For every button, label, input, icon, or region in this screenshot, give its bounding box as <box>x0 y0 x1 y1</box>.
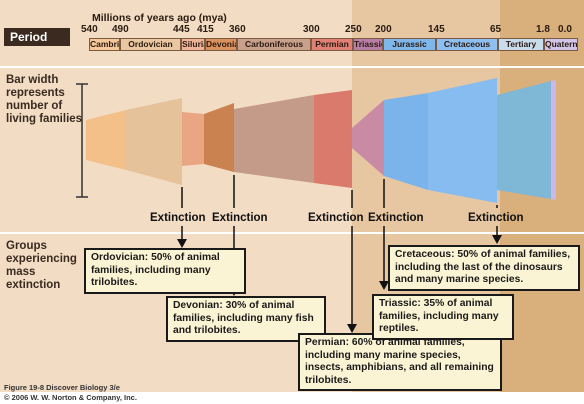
tick-label: 1.8 <box>536 24 550 35</box>
tick-label: 65 <box>490 24 502 35</box>
diversity-bar-cambrian <box>86 110 126 170</box>
groups-label: Groups experiencing mass extinction <box>6 240 77 291</box>
tick-label: 145 <box>428 24 445 35</box>
extinction-box-permian: Permian: 60% of animal families, includi… <box>298 333 502 391</box>
row-divider-top <box>0 66 584 68</box>
tick-label: 300 <box>303 24 320 35</box>
extinction-label-cretaceous: Extinction <box>468 212 524 224</box>
row-divider-bottom <box>0 232 584 234</box>
tick-label: 200 <box>375 24 392 35</box>
diversity-bar-devonian <box>204 103 234 172</box>
period-segment-cambrian: Cambrian <box>89 38 120 51</box>
tick-label: 250 <box>345 24 362 35</box>
tick-label: 540 <box>81 24 98 35</box>
arrowhead-cretaceous <box>492 235 502 244</box>
diversity-bar-triassic <box>352 100 384 176</box>
tick-label: 490 <box>112 24 129 35</box>
extinction-label-permian: Extinction <box>308 212 364 224</box>
tick-label: 0.0 <box>558 24 572 35</box>
diversity-bar-permian <box>314 90 352 188</box>
figure-caption: Figure 19-8 Discover Biology 3/e <box>4 383 120 392</box>
arrowhead-ordovician <box>177 239 187 248</box>
diversity-bar-quaternary <box>551 80 556 200</box>
tick-label: 445 <box>173 24 190 35</box>
period-segment-ordovician: Ordovician <box>120 38 181 51</box>
period-segment-permian: Permian <box>311 38 353 51</box>
tick-label: 360 <box>229 24 246 35</box>
extinction-label-devonian: Extinction <box>212 212 268 224</box>
extinction-label-triassic: Extinction <box>368 212 424 224</box>
period-label: Period <box>4 28 70 46</box>
diversity-bar-tertiary <box>497 81 551 199</box>
mya-axis-label: Millions of years ago (mya) <box>92 12 227 24</box>
extinction-box-triassic: Triassic: 35% of animal families, includ… <box>372 294 514 340</box>
period-segment-jurassic: Jurassic <box>383 38 436 51</box>
tick-label: 415 <box>197 24 214 35</box>
diversity-bar-ordovician <box>126 98 182 185</box>
period-segment-cretaceous: Cretaceous <box>436 38 498 51</box>
diversity-bar-silurian <box>182 112 204 166</box>
extinction-box-cretaceous: Cretaceous: 50% of animal families, incl… <box>388 245 580 291</box>
period-segment-tertiary: Tertiary <box>498 38 544 51</box>
bar-width-label: Bar width represents number of living fa… <box>6 74 83 125</box>
extinction-label-ordovician: Extinction <box>150 212 206 224</box>
arrowhead-permian <box>347 324 357 333</box>
period-segment-silurian: Silurian <box>181 38 205 51</box>
period-segment-quaternary: Quaternary <box>544 38 578 51</box>
diversity-bar-cretaceous <box>428 78 497 203</box>
copyright-caption: © 2006 W. W. Norton & Company, Inc. <box>4 393 137 402</box>
period-segment-triassic: Triassic <box>353 38 383 51</box>
diversity-bar-carboniferous <box>234 95 314 183</box>
period-segment-carboniferous: Carboniferous <box>237 38 311 51</box>
arrowhead-triassic <box>379 281 389 290</box>
extinction-box-ordovician: Ordovician: 50% of animal families, incl… <box>84 248 246 294</box>
period-segment-devonian: Devonian <box>205 38 237 51</box>
diversity-bar-jurassic <box>384 93 428 190</box>
